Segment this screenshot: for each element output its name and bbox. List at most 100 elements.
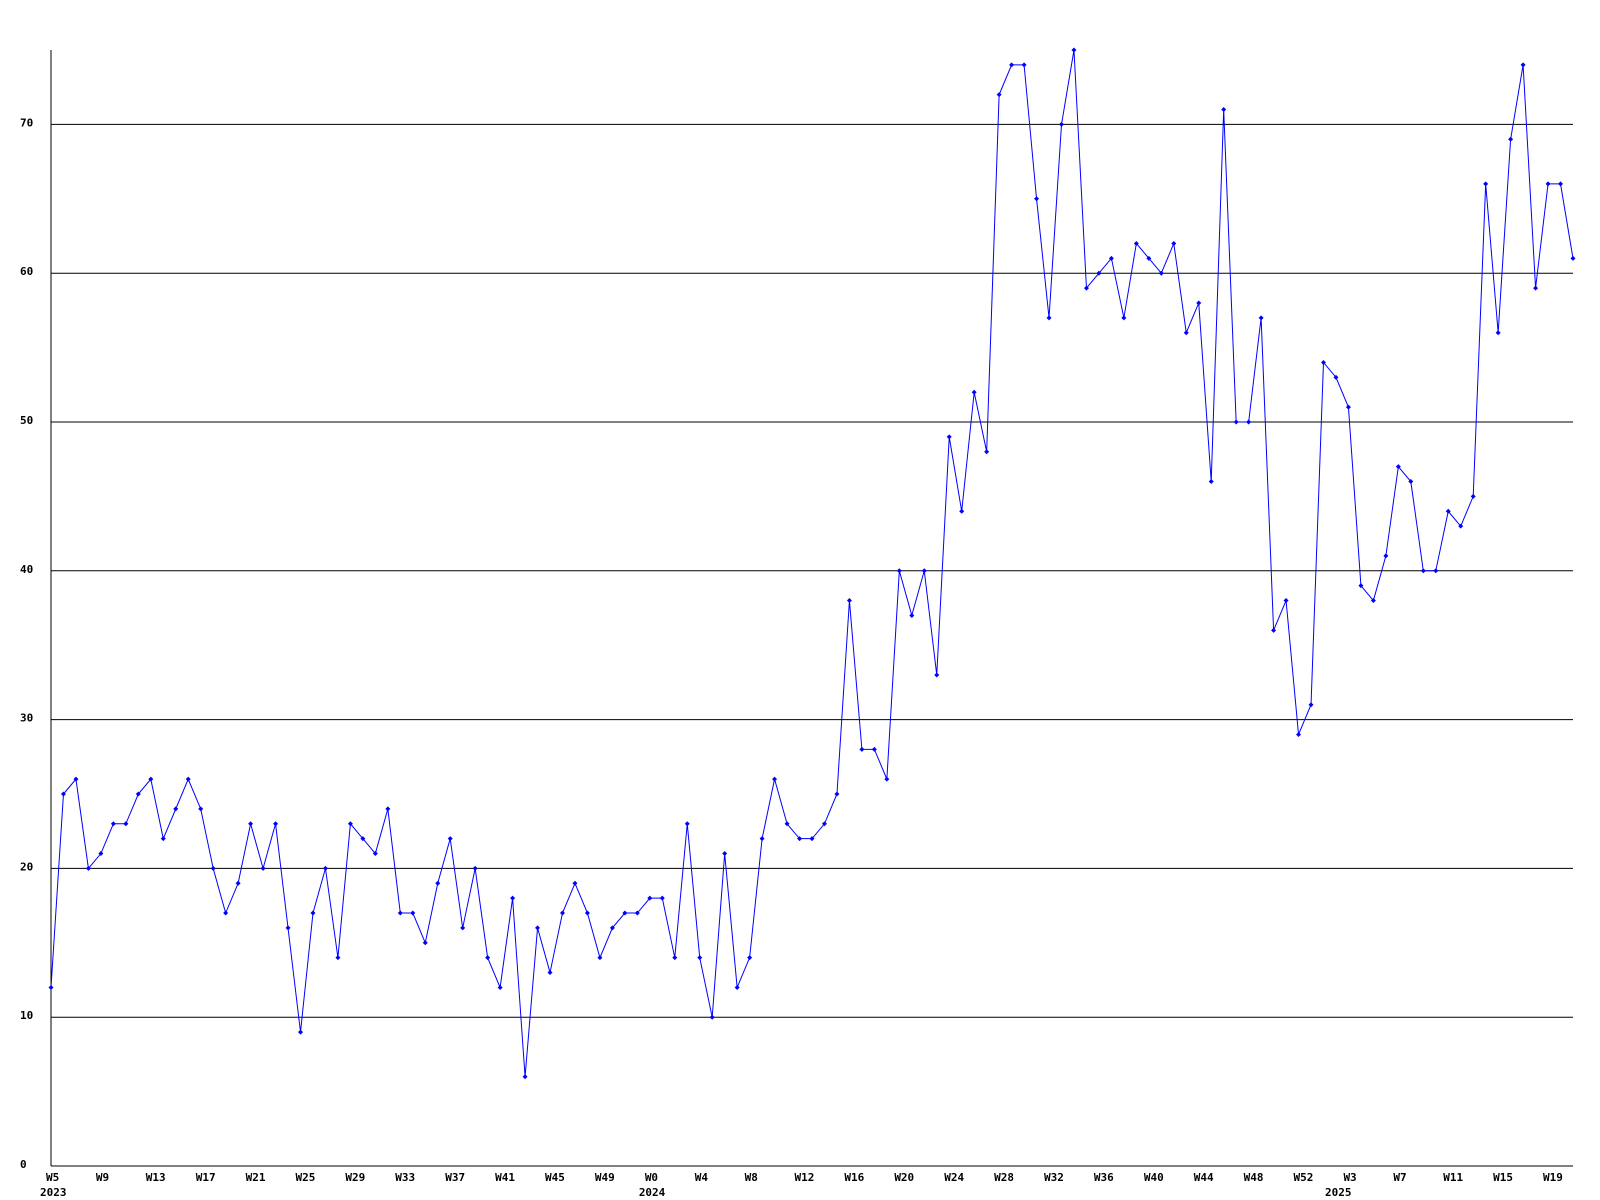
y-tick-label: 30 [20, 712, 33, 725]
data-point [1009, 62, 1015, 68]
data-point [1208, 479, 1214, 485]
y-tick-label: 70 [20, 116, 33, 129]
data-point [772, 776, 778, 782]
data-point [572, 880, 578, 886]
data-point [1345, 404, 1351, 410]
data-point [485, 955, 491, 961]
data-point [135, 791, 141, 797]
x-tick-label: W49 [595, 1171, 615, 1184]
data-point [584, 910, 590, 916]
data-point [1520, 62, 1526, 68]
data-point [73, 776, 79, 782]
data-point [547, 970, 553, 976]
data-point [597, 955, 603, 961]
x-tick-label: W25 [296, 1171, 316, 1184]
data-point [884, 776, 890, 782]
data-point [1420, 568, 1426, 574]
data-point [123, 821, 129, 827]
x-tick-label: W8 [745, 1171, 758, 1184]
y-tick-label: 60 [20, 265, 33, 278]
data-point [447, 836, 453, 842]
x-tick-label: W44 [1194, 1171, 1214, 1184]
x-tick-label: W9 [96, 1171, 109, 1184]
data-point [784, 821, 790, 827]
data-point [946, 434, 952, 440]
data-point [60, 791, 66, 797]
x-tick-label: W4 [695, 1171, 709, 1184]
x-tick-label: W29 [345, 1171, 365, 1184]
x-tick-label: W33 [395, 1171, 415, 1184]
data-point [934, 672, 940, 678]
data-point [722, 851, 728, 857]
data-point [223, 910, 229, 916]
x-tick-label: W28 [994, 1171, 1014, 1184]
data-point [1171, 240, 1177, 246]
year-label: 2025 [1325, 1186, 1352, 1199]
data-point [1121, 315, 1127, 321]
x-tick-label: W32 [1044, 1171, 1064, 1184]
data-point [1458, 523, 1464, 529]
data-point [609, 925, 615, 931]
data-point [210, 865, 216, 871]
data-point [959, 508, 965, 514]
x-tick-label: W37 [445, 1171, 465, 1184]
data-point [1445, 508, 1451, 514]
data-point [1408, 479, 1414, 485]
x-tick-label: W20 [894, 1171, 914, 1184]
data-point [410, 910, 416, 916]
data-point [1021, 62, 1027, 68]
data-point [1183, 330, 1189, 336]
data-point [535, 925, 541, 931]
data-point [235, 880, 241, 886]
data-point [1296, 731, 1302, 737]
data-point [85, 865, 91, 871]
x-tick-label: W13 [146, 1171, 166, 1184]
x-tick-label: W48 [1244, 1171, 1264, 1184]
data-point [160, 836, 166, 842]
data-point [709, 1014, 715, 1020]
data-point [1059, 121, 1065, 127]
data-point [921, 568, 927, 574]
data-point [747, 955, 753, 961]
data-point [871, 746, 877, 752]
x-tick-label: W40 [1144, 1171, 1164, 1184]
x-tick-label: W41 [495, 1171, 515, 1184]
data-point [1308, 702, 1314, 708]
data-point [559, 910, 565, 916]
data-point [298, 1029, 304, 1035]
data-point [347, 821, 353, 827]
x-tick-label: W52 [1294, 1171, 1314, 1184]
data-point [285, 925, 291, 931]
x-tick-label: W45 [545, 1171, 565, 1184]
data-point [734, 984, 740, 990]
data-point [1570, 255, 1576, 261]
data-point [1433, 568, 1439, 574]
data-point [672, 955, 678, 961]
data-point [1246, 419, 1252, 425]
data-point [1158, 270, 1164, 276]
data-point [1108, 255, 1114, 261]
data-point [846, 598, 852, 604]
x-tick-label: W24 [944, 1171, 964, 1184]
data-point [659, 895, 665, 901]
data-point [1358, 583, 1364, 589]
x-tick-label: W16 [844, 1171, 864, 1184]
data-point [1046, 315, 1052, 321]
data-point [435, 880, 441, 886]
data-point [260, 865, 266, 871]
x-tick-label: W17 [196, 1171, 216, 1184]
data-point [1483, 181, 1489, 187]
data-point [1133, 240, 1139, 246]
data-point [1495, 330, 1501, 336]
y-tick-label: 20 [20, 860, 33, 873]
data-point [1333, 374, 1339, 380]
data-point [360, 836, 366, 842]
data-point [273, 821, 279, 827]
data-point [896, 568, 902, 574]
data-point [622, 910, 628, 916]
data-line [50, 49, 1574, 1077]
x-tick-label: W19 [1543, 1171, 1563, 1184]
data-point [310, 910, 316, 916]
